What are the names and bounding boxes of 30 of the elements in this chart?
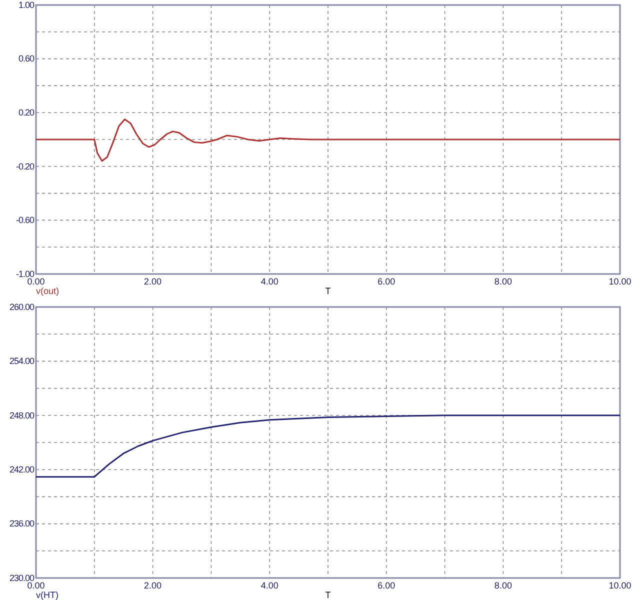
y-tick-label: 260.00 (9, 302, 34, 312)
x-tick-label: 8.00 (494, 580, 512, 590)
x-tick-label: 10.00 (608, 276, 632, 286)
x-tick-label: 0.00 (27, 580, 45, 590)
x-tick-label: 10.00 (608, 580, 632, 590)
text: v(out) (36, 286, 60, 296)
y-tick-label: 248.00 (9, 410, 34, 420)
text: v(HT) (36, 590, 58, 600)
y-tick-label: 230.00 (9, 572, 34, 583)
line-series (35, 414, 621, 478)
y-tick-label: -1.00 (16, 268, 34, 279)
y-tick-label: 0.60 (18, 54, 34, 64)
x-tick-label: 2.00 (144, 580, 162, 590)
x-tick-label: 4.00 (260, 580, 278, 590)
y-tick-label: 1.00 (18, 0, 34, 10)
y-tick-label: 242.00 (9, 464, 34, 474)
y-tick-label: 236.00 (9, 518, 34, 529)
x-tick-label: 2.00 (144, 276, 162, 286)
y-tick-label: 254.00 (9, 356, 34, 366)
x-tick-label: 6.00 (378, 580, 396, 590)
x-axis-title: T (325, 590, 332, 600)
y-tick-label: -0.20 (16, 161, 34, 172)
x-axis-title: T (325, 286, 332, 296)
line-series (35, 118, 621, 162)
x-tick-label: 8.00 (494, 276, 512, 286)
x-tick-label: 4.00 (260, 276, 278, 286)
x-tick-label: 0.00 (27, 276, 45, 286)
y-tick-label: -0.60 (16, 215, 34, 226)
x-tick-label: 6.00 (378, 276, 396, 286)
y-tick-label: 0.20 (18, 107, 34, 118)
